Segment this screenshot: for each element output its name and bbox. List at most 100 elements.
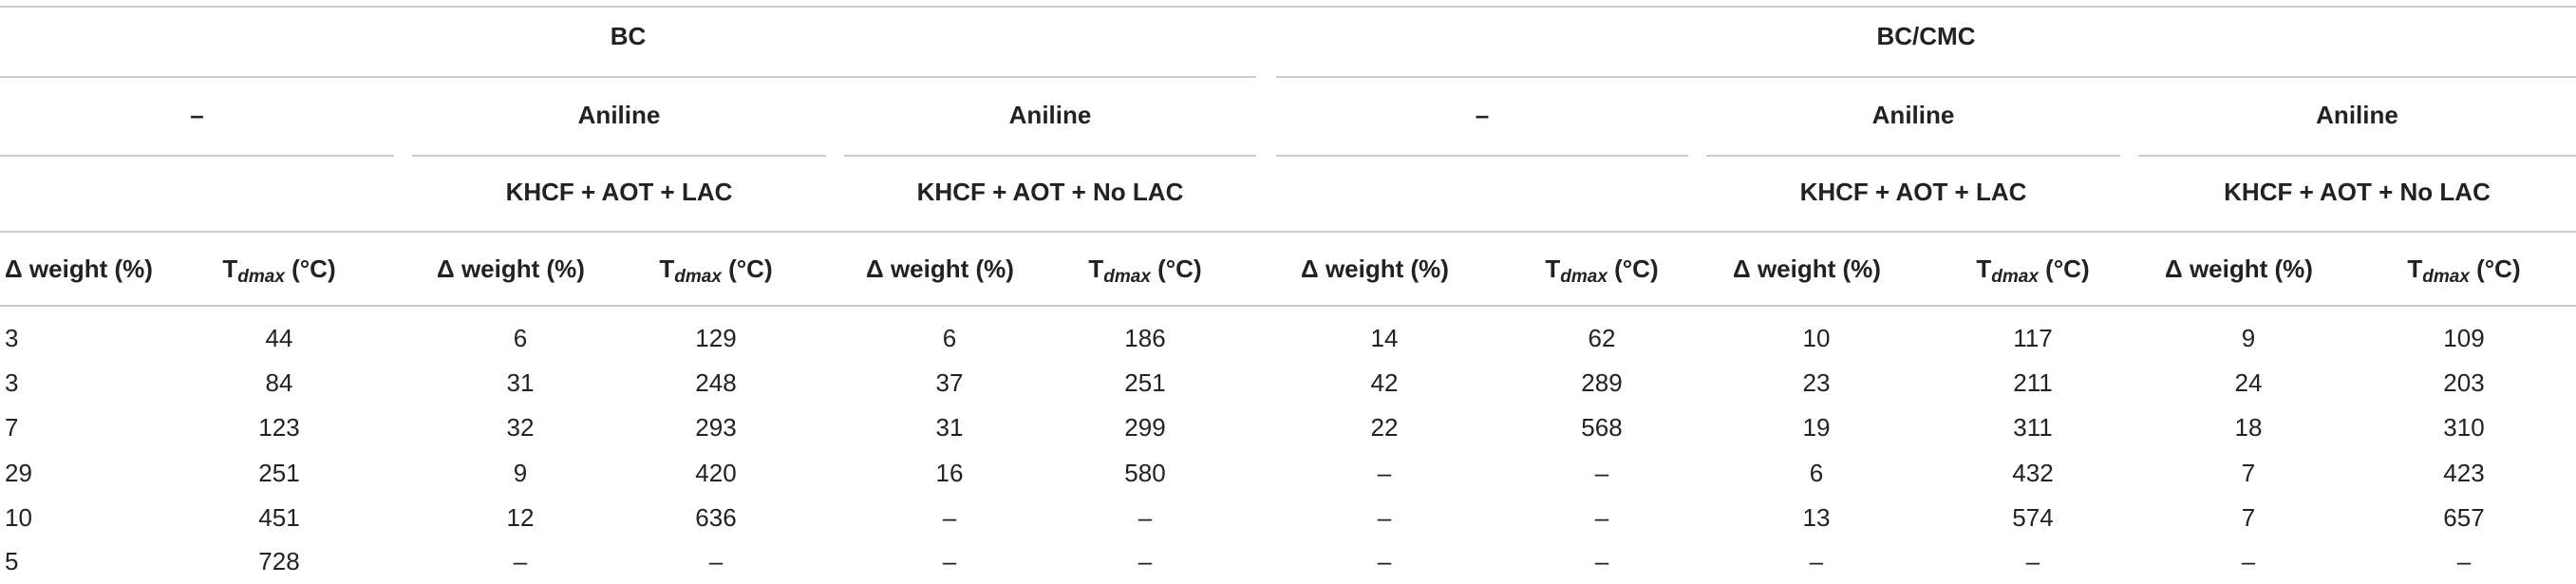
treatment-header: KHCF + AOT + No LAC [917, 178, 1184, 206]
cell: 44 [266, 324, 293, 352]
cell: 728 [258, 547, 299, 575]
cell: 24 [2235, 368, 2263, 397]
cell: 31 [507, 368, 535, 397]
cell: 18 [2235, 413, 2263, 442]
column-header: Δ weight (%) [2165, 254, 2313, 283]
cell: 6 [1810, 459, 1823, 487]
header-sub: dmax [1560, 267, 1608, 287]
group-header: BC/CMC [1877, 22, 1976, 50]
cell: – [1595, 547, 1609, 575]
cell: 9 [2242, 324, 2255, 352]
sub-header: Aniline [578, 101, 661, 129]
cell: 251 [1124, 368, 1165, 397]
header-unit: (°C) [2039, 254, 2090, 283]
cell: 13 [1803, 503, 1831, 532]
cell: 10 [5, 503, 32, 532]
cell: 203 [2443, 368, 2484, 397]
cell: – [709, 547, 724, 575]
cell: 37 [936, 368, 964, 397]
cell: – [2026, 547, 2040, 575]
header-base: T [2407, 254, 2422, 283]
cell: – [1595, 503, 1609, 532]
cell: – [1138, 503, 1153, 532]
header-unit: (°C) [285, 254, 336, 283]
header-sub: dmax [2422, 267, 2471, 287]
cell: 5 [5, 547, 18, 575]
cell: 12 [507, 503, 535, 532]
header-base: T [1545, 254, 1560, 283]
cell: 23 [1803, 368, 1831, 397]
column-header: Δ weight (%) [1733, 254, 1881, 283]
header-base: T [222, 254, 237, 283]
cell: – [1378, 547, 1392, 575]
sub-header: Aniline [1872, 101, 1955, 129]
sub-header: – [190, 101, 203, 129]
column-header: Tdmax (°C) [1976, 254, 2089, 287]
cell: 248 [695, 368, 736, 397]
header-unit: (°C) [1151, 254, 1202, 283]
column-header: Tdmax (°C) [659, 254, 772, 287]
cell: 9 [514, 459, 527, 487]
cell: 451 [258, 503, 299, 532]
cell: 14 [1371, 324, 1399, 352]
column-header: Δ weight (%) [437, 254, 585, 283]
cell: 293 [695, 413, 736, 442]
cell: – [1810, 547, 1824, 575]
cell: 574 [2012, 503, 2053, 532]
cell: 211 [2013, 368, 2052, 397]
cell: – [943, 547, 957, 575]
cell: 22 [1371, 413, 1399, 442]
cell: 289 [1581, 368, 1622, 397]
cell: 117 [2013, 324, 2052, 352]
cell: 16 [936, 459, 964, 487]
cell: 6 [514, 324, 527, 352]
column-header: Δ weight (%) [5, 254, 153, 283]
cell: 10 [1803, 324, 1831, 352]
group-header: BC [611, 22, 647, 50]
cell: – [1138, 547, 1153, 575]
cell: 3 [5, 324, 18, 352]
cell: – [1378, 459, 1392, 487]
cell: 420 [695, 459, 736, 487]
header-unit: (°C) [1608, 254, 1659, 283]
header-base: T [1088, 254, 1103, 283]
column-header: Tdmax (°C) [2407, 254, 2520, 287]
sub-header: Aniline [2316, 101, 2398, 129]
cell: 568 [1581, 413, 1622, 442]
column-header: Δ weight (%) [1301, 254, 1449, 283]
cell: 186 [1124, 324, 1165, 352]
cell: 636 [695, 503, 736, 532]
cell: 311 [2013, 413, 2052, 442]
cell: 299 [1124, 413, 1165, 442]
cell: 32 [507, 413, 535, 442]
cell: – [514, 547, 528, 575]
cell: – [1378, 503, 1392, 532]
cell: 7 [5, 413, 18, 442]
header-unit: (°C) [2470, 254, 2521, 283]
header-sub: dmax [237, 267, 286, 287]
treatment-header: KHCF + AOT + LAC [1800, 178, 2027, 206]
treatment-header: KHCF + AOT + LAC [506, 178, 733, 206]
cell: – [2457, 547, 2472, 575]
column-header: Δ weight (%) [866, 254, 1014, 283]
cell: 19 [1803, 413, 1831, 442]
header-base: T [1976, 254, 1991, 283]
header-sub: dmax [674, 267, 723, 287]
sub-header: – [1476, 101, 1489, 129]
cell: – [1595, 459, 1609, 487]
header-base: T [659, 254, 674, 283]
treatment-header: KHCF + AOT + No LAC [2224, 178, 2491, 206]
cell: 310 [2443, 413, 2484, 442]
sub-header: Aniline [1009, 101, 1092, 129]
cell: 123 [258, 413, 299, 442]
column-header: Tdmax (°C) [1088, 254, 1201, 287]
cell: 251 [258, 459, 299, 487]
cell: 29 [5, 459, 32, 487]
cell: – [943, 503, 957, 532]
cell: 62 [1589, 324, 1616, 352]
column-header: Tdmax (°C) [1545, 254, 1658, 287]
cell: 657 [2443, 503, 2484, 532]
cell: 129 [695, 324, 736, 352]
cell: 84 [266, 368, 293, 397]
